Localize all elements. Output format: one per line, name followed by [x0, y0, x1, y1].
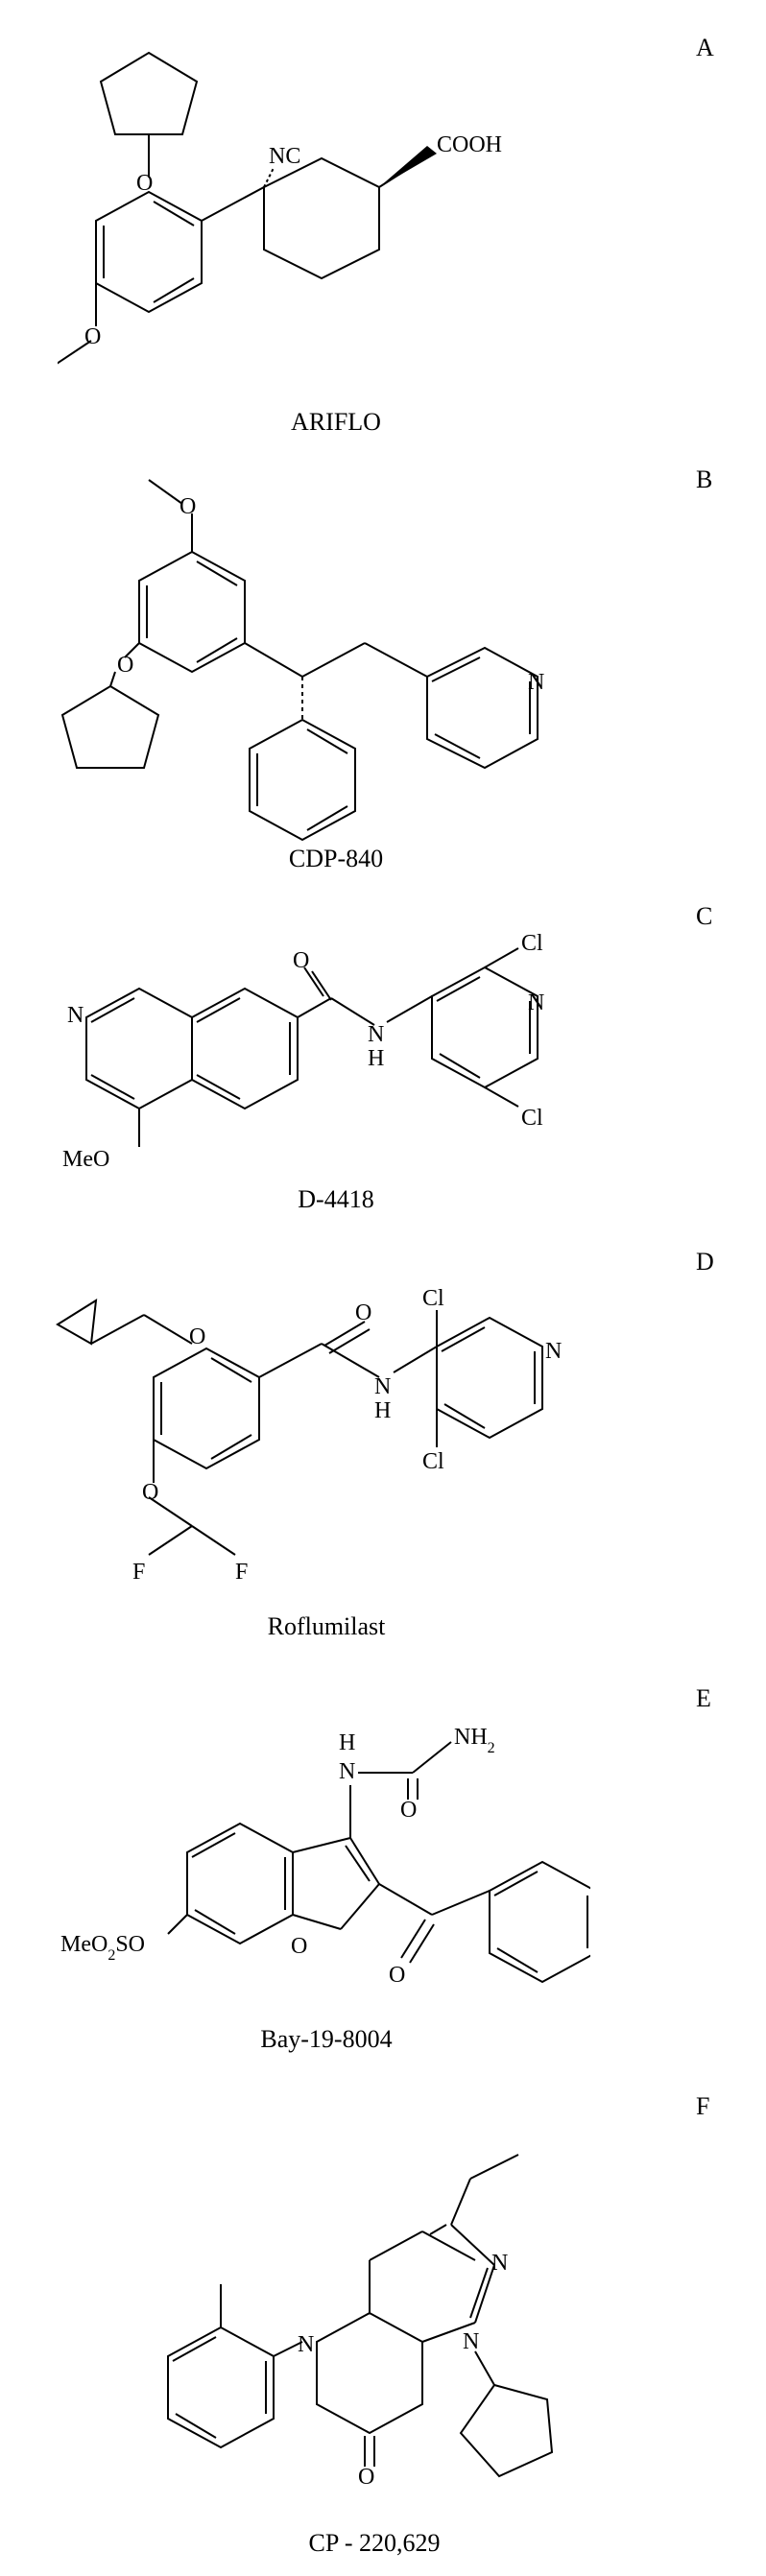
- svg-text:O: O: [136, 171, 153, 196]
- structure-roflumilast: O O F F O N H Cl Cl N: [38, 1267, 595, 1617]
- svg-text:O: O: [389, 1963, 405, 1988]
- svg-text:NH2: NH2: [454, 1725, 495, 1756]
- svg-text:N: N: [528, 670, 544, 695]
- structure-d4418: N MeO O N H Cl N Cl: [43, 921, 590, 1190]
- figure-page: A: [0, 0, 766, 2576]
- svg-text:O: O: [142, 1480, 158, 1505]
- svg-text:F: F: [132, 1560, 145, 1585]
- svg-text:O: O: [117, 653, 133, 678]
- svg-text:MeO2SO: MeO2SO: [60, 1932, 145, 1964]
- svg-text:Cl: Cl: [521, 1106, 543, 1131]
- svg-text:O: O: [180, 494, 196, 519]
- compound-letter-c: C: [696, 902, 712, 931]
- svg-text:NC: NC: [269, 144, 300, 169]
- svg-text:H: H: [368, 1046, 384, 1071]
- structure-ariflo: O O NC COOH: [58, 38, 538, 398]
- structure-bay198004: MeO2SO O H N O NH2 O: [53, 1704, 590, 2025]
- structure-cp220629: N O N N: [115, 2121, 576, 2529]
- compound-letter-f: F: [696, 2092, 709, 2121]
- svg-text:O: O: [84, 324, 101, 349]
- compound-name-d4418: D-4418: [240, 1185, 432, 1214]
- svg-text:O: O: [355, 1300, 371, 1325]
- svg-text:N: N: [339, 1759, 355, 1784]
- svg-text:N: N: [491, 2251, 508, 2276]
- svg-text:O: O: [293, 948, 309, 973]
- svg-text:H: H: [339, 1730, 355, 1755]
- compound-letter-e: E: [696, 1684, 711, 1713]
- svg-text:O: O: [400, 1798, 417, 1823]
- compound-name-cp220629: CP - 220,629: [269, 2529, 480, 2558]
- compound-name-ariflo: ARIFLO: [240, 408, 432, 437]
- svg-text:Cl: Cl: [422, 1286, 444, 1311]
- svg-text:O: O: [358, 2465, 374, 2490]
- compound-name-bay198004: Bay-19-8004: [230, 2025, 422, 2054]
- svg-text:F: F: [235, 1560, 248, 1585]
- compound-letter-a: A: [696, 34, 714, 62]
- svg-text:N: N: [463, 2329, 479, 2354]
- svg-text:COOH: COOH: [437, 132, 502, 157]
- svg-text:Cl: Cl: [521, 931, 543, 956]
- svg-text:H: H: [374, 1398, 391, 1423]
- structure-cdp840: O O N: [48, 470, 586, 849]
- svg-text:N: N: [545, 1339, 562, 1364]
- svg-text:O: O: [189, 1324, 205, 1349]
- svg-text:MeO: MeO: [62, 1147, 109, 1172]
- compound-name-cdp840: CDP-840: [240, 845, 432, 873]
- svg-text:N: N: [67, 1003, 84, 1028]
- compound-letter-d: D: [696, 1248, 714, 1276]
- svg-text:N: N: [298, 2332, 314, 2357]
- compound-letter-b: B: [696, 465, 712, 494]
- svg-text:N: N: [374, 1374, 391, 1399]
- svg-text:Cl: Cl: [422, 1449, 444, 1474]
- svg-text:O: O: [291, 1934, 307, 1959]
- svg-text:N: N: [528, 990, 544, 1015]
- svg-text:N: N: [368, 1022, 384, 1047]
- compound-name-roflumilast: Roflumilast: [230, 1612, 422, 1641]
